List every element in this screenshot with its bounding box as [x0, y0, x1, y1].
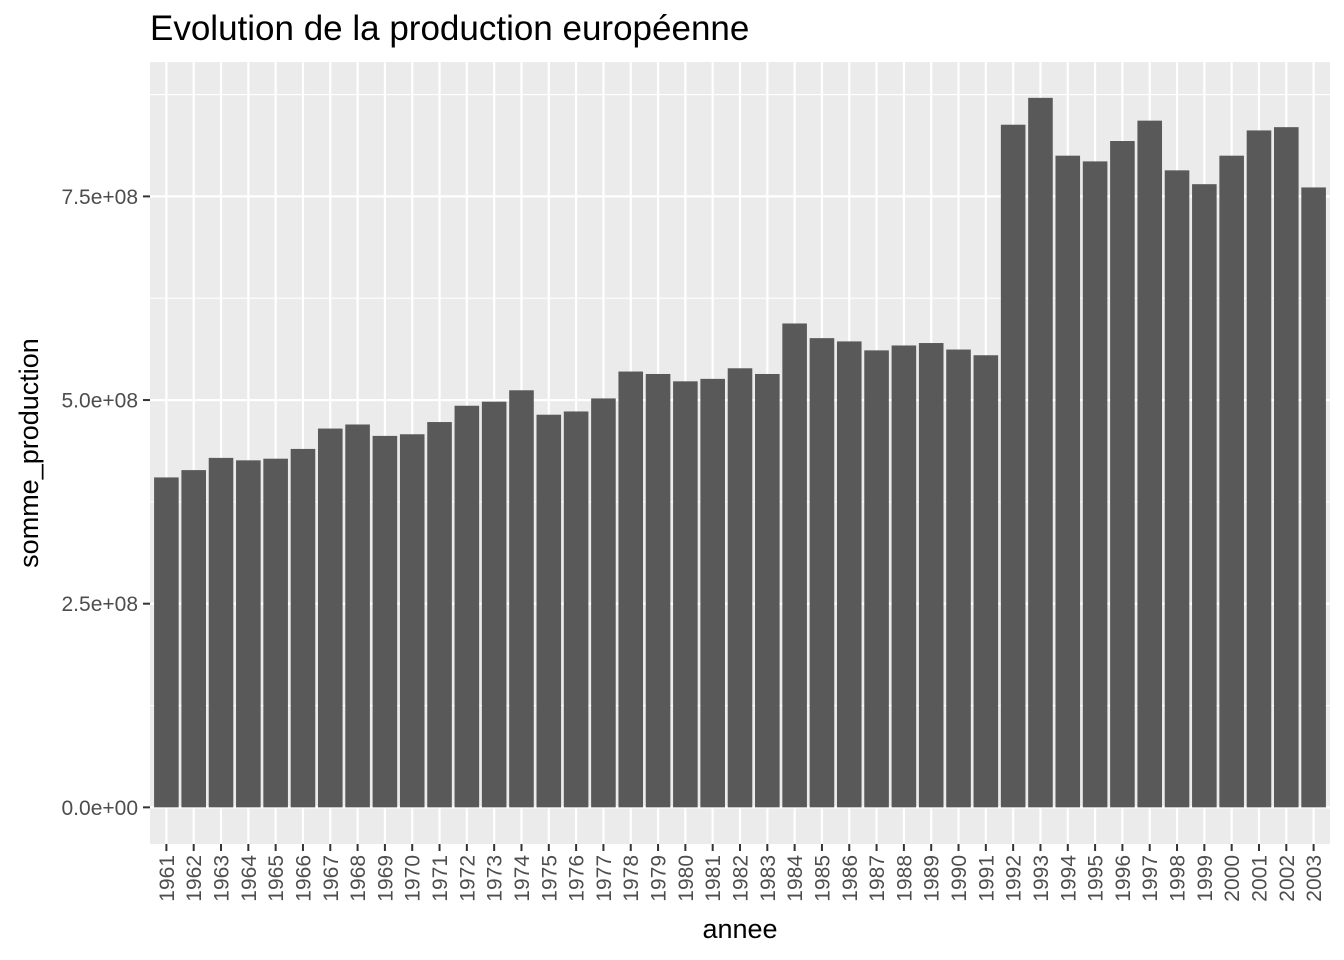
y-tick-label: 0.0e+00 — [62, 797, 139, 820]
bar-1981 — [700, 378, 725, 808]
chart-title: Evolution de la production européenne — [150, 9, 749, 48]
x-tick-label: 1970 — [402, 855, 425, 902]
bar-1993 — [1028, 97, 1053, 808]
x-tick-label: 1992 — [1003, 855, 1026, 902]
bar-1970 — [399, 434, 425, 808]
x-tick-label: 1974 — [511, 855, 534, 902]
x-tick-label: 2003 — [1303, 855, 1326, 902]
x-tick-label: 1988 — [893, 855, 916, 902]
x-tick-label: 1980 — [675, 855, 698, 902]
x-tick-label: 1983 — [757, 855, 780, 902]
bar-1995 — [1082, 161, 1108, 808]
x-axis-title: annee — [702, 914, 777, 944]
bar-1983 — [755, 373, 780, 808]
x-tick-label: 1998 — [1167, 855, 1190, 902]
x-tick-label: 2002 — [1276, 855, 1299, 902]
x-tick-label: 1989 — [921, 855, 944, 902]
x-tick-label: 1990 — [948, 855, 971, 902]
bar-1975 — [536, 414, 562, 808]
x-tick-label: 1972 — [456, 855, 479, 902]
x-tick-label: 1977 — [593, 855, 616, 902]
x-tick-label: 1987 — [866, 855, 889, 902]
bar-1974 — [509, 390, 534, 808]
bar-1986 — [836, 341, 862, 808]
bar-1989 — [918, 343, 944, 808]
bar-1997 — [1137, 120, 1163, 808]
x-tick-label: 1982 — [730, 855, 753, 902]
x-tick-label: 1999 — [1194, 855, 1217, 902]
bar-1971 — [427, 422, 452, 808]
x-tick-label: 1964 — [238, 855, 261, 902]
x-tick-label: 1963 — [211, 855, 234, 902]
x-tick-label: 1975 — [538, 855, 561, 902]
x-tick-label: 1962 — [183, 855, 206, 902]
bar-1990 — [946, 349, 971, 808]
x-tick-label: 1966 — [292, 855, 315, 902]
bar-1979 — [645, 373, 671, 808]
x-tick-label: 1991 — [975, 855, 998, 902]
x-tick-label: 1968 — [347, 855, 370, 902]
bars — [154, 97, 1326, 808]
bar-1992 — [1000, 124, 1026, 808]
x-tick-label: 1993 — [1030, 855, 1053, 902]
y-tick-label: 7.5e+08 — [62, 186, 139, 209]
bar-1985 — [809, 338, 835, 808]
bar-1977 — [591, 398, 616, 808]
bar-1987 — [864, 350, 889, 808]
x-tick-label: 1979 — [648, 855, 671, 902]
bar-1976 — [563, 411, 589, 808]
bar-1966 — [290, 448, 316, 808]
x-tick-label: 1996 — [1112, 855, 1135, 902]
bar-1998 — [1164, 170, 1190, 808]
y-tick-label: 2.5e+08 — [62, 593, 139, 616]
bar-1980 — [673, 381, 698, 808]
x-tick-label: 1973 — [484, 855, 507, 902]
bar-1994 — [1055, 155, 1081, 808]
bar-1967 — [317, 428, 343, 808]
bar-1961 — [154, 477, 179, 808]
bar-2002 — [1274, 127, 1299, 808]
x-tick-label: 1981 — [702, 855, 725, 902]
y-axis-title: somme_production — [14, 338, 44, 568]
bar-1978 — [618, 371, 644, 808]
x-tick-label: 1984 — [784, 855, 807, 902]
x-tick-label: 1986 — [839, 855, 862, 902]
bar-1988 — [891, 345, 917, 808]
x-tick-label: 1965 — [265, 855, 288, 902]
x-tick-label: 1994 — [1057, 855, 1080, 902]
bar-1973 — [481, 401, 507, 808]
x-tick-label: 1961 — [156, 855, 179, 902]
bar-1962 — [181, 470, 206, 808]
bar-1969 — [372, 435, 398, 808]
bar-1965 — [263, 458, 288, 808]
bar-1984 — [782, 323, 807, 808]
bar-2003 — [1301, 187, 1326, 808]
bar-2000 — [1219, 155, 1244, 808]
bar-1963 — [208, 457, 234, 808]
bar-1964 — [236, 460, 261, 808]
x-tick-label: 1995 — [1085, 855, 1108, 902]
x-tick-label: 1978 — [620, 855, 643, 902]
x-tick-label: 1969 — [374, 855, 397, 902]
bar-1991 — [973, 355, 999, 808]
x-tick-label: 2001 — [1248, 855, 1271, 902]
x-tick-label: 1971 — [429, 855, 452, 902]
x-axis: 1961 1962 1963 1964 1965 1966 1967 1968 1969 1970… — [156, 844, 1326, 902]
bar-1999 — [1192, 184, 1217, 808]
y-axis: 0.0e+00 2.5e+08 5.0e+08 7.5e+08 — [62, 186, 150, 820]
x-tick-label: 1997 — [1139, 855, 1162, 902]
x-tick-label: 1967 — [320, 855, 343, 902]
y-tick-label: 5.0e+08 — [62, 390, 139, 413]
bar-1972 — [454, 405, 480, 808]
x-tick-label: 1976 — [566, 855, 589, 902]
bar-2001 — [1246, 130, 1272, 808]
bar-1968 — [345, 424, 370, 808]
x-tick-label: 1985 — [811, 855, 834, 902]
bar-1996 — [1110, 141, 1135, 808]
x-tick-label: 2000 — [1221, 855, 1244, 902]
bar-1982 — [727, 368, 753, 808]
